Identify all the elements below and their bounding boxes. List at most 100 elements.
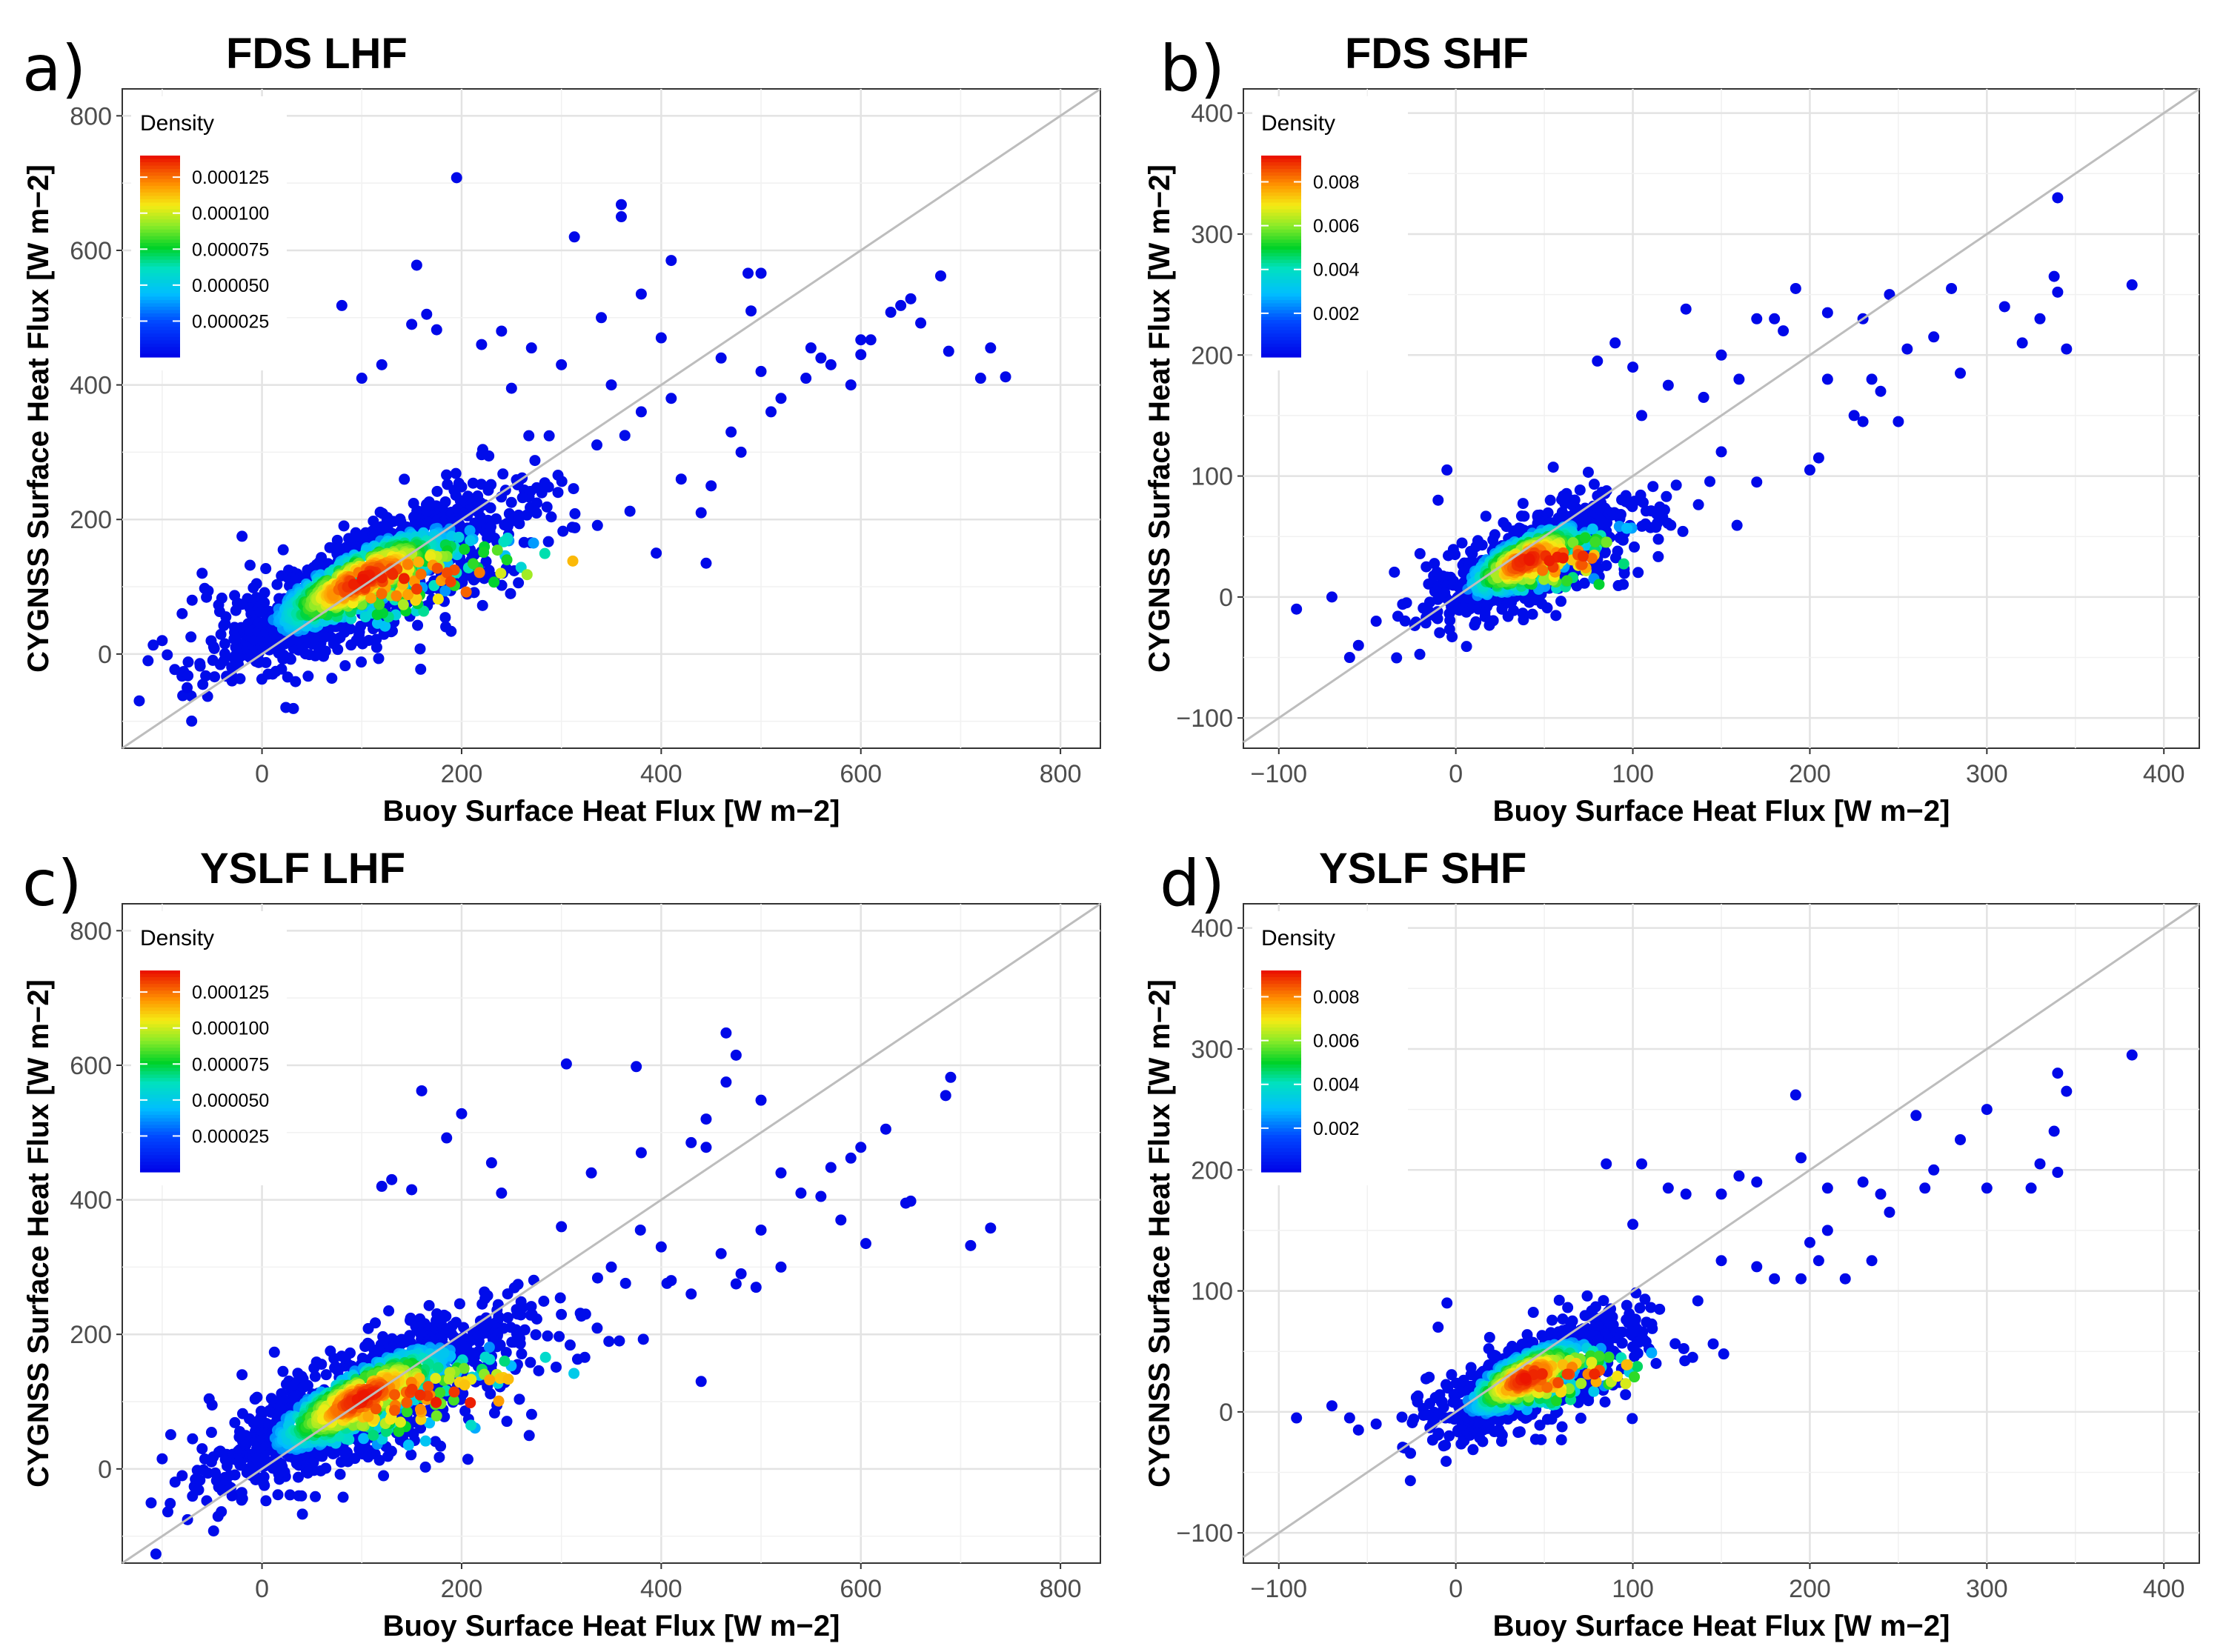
scatter-point: [1438, 1401, 1449, 1413]
density-legend: Density0.0001250.0001000.0000750.0000500…: [131, 96, 287, 370]
scatter-point: [585, 1167, 597, 1179]
panel-letter: c): [22, 847, 82, 921]
scatter-point: [296, 1508, 308, 1520]
scatter-point: [1778, 325, 1790, 337]
legend-colorbar-segment: [140, 1094, 180, 1099]
x-tick-label: −100: [1250, 760, 1307, 788]
identity-line: [1243, 87, 2200, 744]
scatter-point: [1443, 623, 1455, 635]
density-legend: Density0.0001250.0001000.0000750.0000500…: [131, 911, 287, 1185]
scatter-point: [1632, 1361, 1644, 1373]
scatter-point: [441, 469, 453, 481]
scatter-point: [249, 1393, 261, 1405]
legend-colorbar-segment: [140, 270, 180, 274]
scatter-point: [244, 559, 256, 571]
legend-colorbar-segment: [140, 1108, 180, 1112]
legend-label: 0.000100: [192, 1019, 269, 1039]
scatter-point: [1465, 545, 1477, 557]
scatter-point: [1629, 1371, 1641, 1383]
scatter-point: [502, 1373, 514, 1385]
scatter-point: [516, 1348, 528, 1360]
scatter-point: [419, 1461, 431, 1473]
scatter-point: [715, 352, 727, 364]
scatter-point: [1538, 573, 1550, 585]
scatter-point: [1621, 522, 1632, 534]
scatter-point: [201, 591, 213, 603]
legend-colorbar-segment: [140, 343, 180, 347]
scatter-point: [356, 373, 368, 384]
scatter-point: [302, 1379, 313, 1391]
scatter-point: [730, 1278, 742, 1290]
scatter-point: [513, 577, 525, 589]
x-tick-label: −100: [1250, 1575, 1307, 1603]
scatter-point: [1857, 416, 1869, 427]
scatter-point: [860, 1238, 871, 1250]
scatter-point: [439, 496, 451, 507]
scatter-point: [1848, 410, 1860, 422]
legend-colorbar-segment: [140, 307, 180, 311]
legend-colorbar-segment: [140, 172, 180, 176]
legend-label: 0.000050: [192, 276, 269, 296]
scatter-point: [541, 501, 553, 513]
scatter-point: [399, 473, 411, 485]
legend-colorbar-segment: [140, 1081, 180, 1085]
scatter-point: [505, 496, 517, 508]
scatter-point: [805, 342, 817, 354]
scatter-point: [484, 1374, 496, 1386]
scatter-point: [1751, 313, 1763, 324]
legend-colorbar-segment: [140, 1021, 180, 1025]
scatter-point: [1790, 282, 1801, 294]
y-axis-title: CYGNSS Surface Heat Flux [W m−2]: [1143, 164, 1176, 673]
scatter-point: [855, 334, 867, 346]
scatter-point: [467, 558, 479, 570]
legend-colorbar-segment: [140, 980, 180, 985]
x-axis-title: Buoy Surface Heat Flux [W m−2]: [1493, 1610, 1950, 1642]
scatter-point: [453, 531, 465, 543]
legend-colorbar-segment: [140, 196, 180, 200]
scatter-point: [479, 1351, 491, 1363]
scatter-point: [1998, 301, 2010, 313]
scatter-point: [2034, 313, 2046, 324]
scatter-point: [498, 536, 510, 547]
legend-title: Density: [1261, 111, 1335, 136]
scatter-point: [564, 1339, 576, 1351]
legend-colorbar-segment: [1261, 189, 1301, 193]
scatter-point: [478, 547, 490, 559]
scatter-point: [865, 334, 877, 346]
scatter-point: [1456, 537, 1468, 549]
scatter-point: [1404, 1475, 1416, 1487]
scatter-point: [386, 1173, 398, 1185]
scatter-point: [147, 639, 159, 651]
scatter-point: [1423, 1371, 1435, 1383]
scatter-point: [1670, 479, 1682, 491]
scatter-point: [529, 455, 541, 467]
scatter-point: [373, 653, 385, 665]
legend-colorbar-segment: [140, 169, 180, 173]
scatter-point: [1594, 513, 1606, 525]
scatter-point: [579, 1351, 591, 1363]
scatter-point: [456, 1108, 468, 1119]
scatter-point: [550, 1361, 562, 1373]
legend-colorbar-segment: [140, 162, 180, 167]
y-tick-label: 100: [1191, 1278, 1233, 1306]
scatter-point: [205, 1456, 217, 1468]
scatter-point: [1443, 1430, 1455, 1442]
scatter-point: [156, 1453, 168, 1465]
scatter-point: [309, 1370, 321, 1382]
legend-colorbar-segment: [1261, 336, 1301, 341]
scatter-point: [1866, 373, 1878, 385]
scatter-point: [485, 521, 496, 533]
scatter-point: [634, 1224, 646, 1236]
y-tick-label: 100: [1191, 463, 1233, 491]
x-tick-label: 0: [1449, 1575, 1463, 1603]
scatter-point: [1821, 307, 1833, 319]
scatter-point: [1576, 559, 1588, 570]
scatter-point: [505, 587, 516, 599]
scatter-point: [1449, 549, 1461, 561]
legend-colorbar-segment: [1261, 192, 1301, 196]
scatter-point: [402, 589, 414, 601]
x-tick-label: 800: [1040, 1575, 1082, 1603]
scatter-point: [465, 535, 476, 547]
scatter-point: [945, 1071, 957, 1083]
